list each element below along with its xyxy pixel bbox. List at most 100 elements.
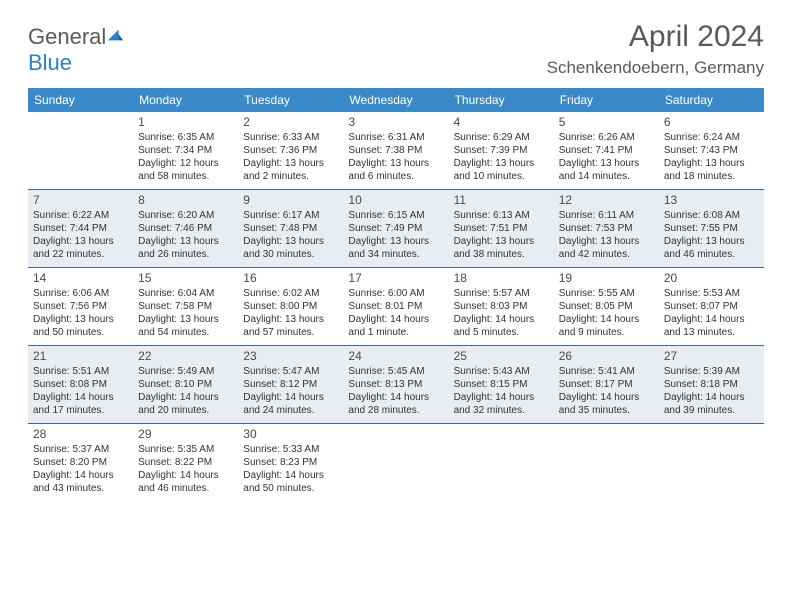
- sunset-text: Sunset: 7:44 PM: [33, 222, 128, 235]
- daylight-text: Daylight: 14 hours: [559, 313, 654, 326]
- sunrise-text: Sunrise: 6:33 AM: [243, 131, 338, 144]
- week-row: 21Sunrise: 5:51 AMSunset: 8:08 PMDayligh…: [28, 345, 764, 423]
- day-number: 14: [33, 271, 128, 285]
- sunset-text: Sunset: 7:39 PM: [454, 144, 549, 157]
- daylight-text: and 35 minutes.: [559, 404, 654, 417]
- daylight-text: and 26 minutes.: [138, 248, 233, 261]
- daylight-text: and 57 minutes.: [243, 326, 338, 339]
- day-number: 7: [33, 193, 128, 207]
- weeks-container: 1Sunrise: 6:35 AMSunset: 7:34 PMDaylight…: [28, 112, 764, 501]
- day-number: 8: [138, 193, 233, 207]
- daylight-text: and 46 minutes.: [664, 248, 759, 261]
- daylight-text: Daylight: 14 hours: [138, 469, 233, 482]
- sunset-text: Sunset: 8:00 PM: [243, 300, 338, 313]
- sunrise-text: Sunrise: 6:02 AM: [243, 287, 338, 300]
- sunset-text: Sunset: 7:55 PM: [664, 222, 759, 235]
- daylight-text: and 34 minutes.: [348, 248, 443, 261]
- day-number: 21: [33, 349, 128, 363]
- calendar: Sunday Monday Tuesday Wednesday Thursday…: [28, 88, 764, 501]
- day-cell: 14Sunrise: 6:06 AMSunset: 7:56 PMDayligh…: [28, 268, 133, 345]
- sunrise-text: Sunrise: 6:17 AM: [243, 209, 338, 222]
- sunrise-text: Sunrise: 5:47 AM: [243, 365, 338, 378]
- daylight-text: and 9 minutes.: [559, 326, 654, 339]
- month-title: April 2024: [547, 20, 764, 54]
- sunset-text: Sunset: 7:56 PM: [33, 300, 128, 313]
- sunrise-text: Sunrise: 6:20 AM: [138, 209, 233, 222]
- day-number: 17: [348, 271, 443, 285]
- day-cell: [659, 424, 764, 501]
- sunset-text: Sunset: 8:23 PM: [243, 456, 338, 469]
- day-header: Thursday: [449, 88, 554, 112]
- daylight-text: and 10 minutes.: [454, 170, 549, 183]
- sunrise-text: Sunrise: 5:45 AM: [348, 365, 443, 378]
- sunset-text: Sunset: 7:51 PM: [454, 222, 549, 235]
- daylight-text: and 17 minutes.: [33, 404, 128, 417]
- sunset-text: Sunset: 7:38 PM: [348, 144, 443, 157]
- day-cell: 25Sunrise: 5:43 AMSunset: 8:15 PMDayligh…: [449, 346, 554, 423]
- daylight-text: Daylight: 13 hours: [559, 235, 654, 248]
- day-cell: [28, 112, 133, 189]
- day-number: 23: [243, 349, 338, 363]
- sunrise-text: Sunrise: 5:53 AM: [664, 287, 759, 300]
- sunset-text: Sunset: 7:41 PM: [559, 144, 654, 157]
- day-cell: 8Sunrise: 6:20 AMSunset: 7:46 PMDaylight…: [133, 190, 238, 267]
- day-cell: 2Sunrise: 6:33 AMSunset: 7:36 PMDaylight…: [238, 112, 343, 189]
- daylight-text: Daylight: 13 hours: [33, 235, 128, 248]
- daylight-text: Daylight: 14 hours: [559, 391, 654, 404]
- daylight-text: and 43 minutes.: [33, 482, 128, 495]
- day-number: 19: [559, 271, 654, 285]
- day-number: 28: [33, 427, 128, 441]
- day-cell: 28Sunrise: 5:37 AMSunset: 8:20 PMDayligh…: [28, 424, 133, 501]
- sunrise-text: Sunrise: 6:06 AM: [33, 287, 128, 300]
- sunset-text: Sunset: 8:07 PM: [664, 300, 759, 313]
- day-header: Sunday: [28, 88, 133, 112]
- daylight-text: and 24 minutes.: [243, 404, 338, 417]
- daylight-text: Daylight: 14 hours: [348, 391, 443, 404]
- daylight-text: Daylight: 13 hours: [243, 157, 338, 170]
- day-cell: 24Sunrise: 5:45 AMSunset: 8:13 PMDayligh…: [343, 346, 448, 423]
- sunrise-text: Sunrise: 5:41 AM: [559, 365, 654, 378]
- day-cell: 27Sunrise: 5:39 AMSunset: 8:18 PMDayligh…: [659, 346, 764, 423]
- daylight-text: Daylight: 14 hours: [243, 391, 338, 404]
- logo-text: GeneralBlue: [28, 24, 124, 76]
- daylight-text: Daylight: 14 hours: [454, 391, 549, 404]
- day-cell: 23Sunrise: 5:47 AMSunset: 8:12 PMDayligh…: [238, 346, 343, 423]
- sunrise-text: Sunrise: 5:55 AM: [559, 287, 654, 300]
- daylight-text: and 5 minutes.: [454, 326, 549, 339]
- day-number: 6: [664, 115, 759, 129]
- daylight-text: Daylight: 13 hours: [664, 235, 759, 248]
- sunrise-text: Sunrise: 6:31 AM: [348, 131, 443, 144]
- day-cell: 19Sunrise: 5:55 AMSunset: 8:05 PMDayligh…: [554, 268, 659, 345]
- daylight-text: Daylight: 14 hours: [138, 391, 233, 404]
- sunset-text: Sunset: 8:17 PM: [559, 378, 654, 391]
- sunrise-text: Sunrise: 6:24 AM: [664, 131, 759, 144]
- daylight-text: Daylight: 14 hours: [664, 391, 759, 404]
- calendar-page: GeneralBlue April 2024 Schenkendoebern, …: [0, 0, 792, 521]
- sunset-text: Sunset: 7:58 PM: [138, 300, 233, 313]
- daylight-text: Daylight: 13 hours: [454, 157, 549, 170]
- daylight-text: and 46 minutes.: [138, 482, 233, 495]
- sunrise-text: Sunrise: 6:08 AM: [664, 209, 759, 222]
- sunset-text: Sunset: 7:49 PM: [348, 222, 443, 235]
- day-number: 3: [348, 115, 443, 129]
- daylight-text: and 2 minutes.: [243, 170, 338, 183]
- sunrise-text: Sunrise: 5:57 AM: [454, 287, 549, 300]
- daylight-text: Daylight: 13 hours: [138, 313, 233, 326]
- day-cell: 29Sunrise: 5:35 AMSunset: 8:22 PMDayligh…: [133, 424, 238, 501]
- sunrise-text: Sunrise: 6:13 AM: [454, 209, 549, 222]
- sunset-text: Sunset: 8:01 PM: [348, 300, 443, 313]
- sunset-text: Sunset: 7:34 PM: [138, 144, 233, 157]
- daylight-text: and 6 minutes.: [348, 170, 443, 183]
- sunrise-text: Sunrise: 5:39 AM: [664, 365, 759, 378]
- week-row: 7Sunrise: 6:22 AMSunset: 7:44 PMDaylight…: [28, 189, 764, 267]
- day-cell: [343, 424, 448, 501]
- day-number: 27: [664, 349, 759, 363]
- day-cell: 26Sunrise: 5:41 AMSunset: 8:17 PMDayligh…: [554, 346, 659, 423]
- day-cell: 11Sunrise: 6:13 AMSunset: 7:51 PMDayligh…: [449, 190, 554, 267]
- day-number: 18: [454, 271, 549, 285]
- day-cell: [449, 424, 554, 501]
- day-number: 12: [559, 193, 654, 207]
- sunset-text: Sunset: 8:20 PM: [33, 456, 128, 469]
- day-number: 2: [243, 115, 338, 129]
- day-number: 22: [138, 349, 233, 363]
